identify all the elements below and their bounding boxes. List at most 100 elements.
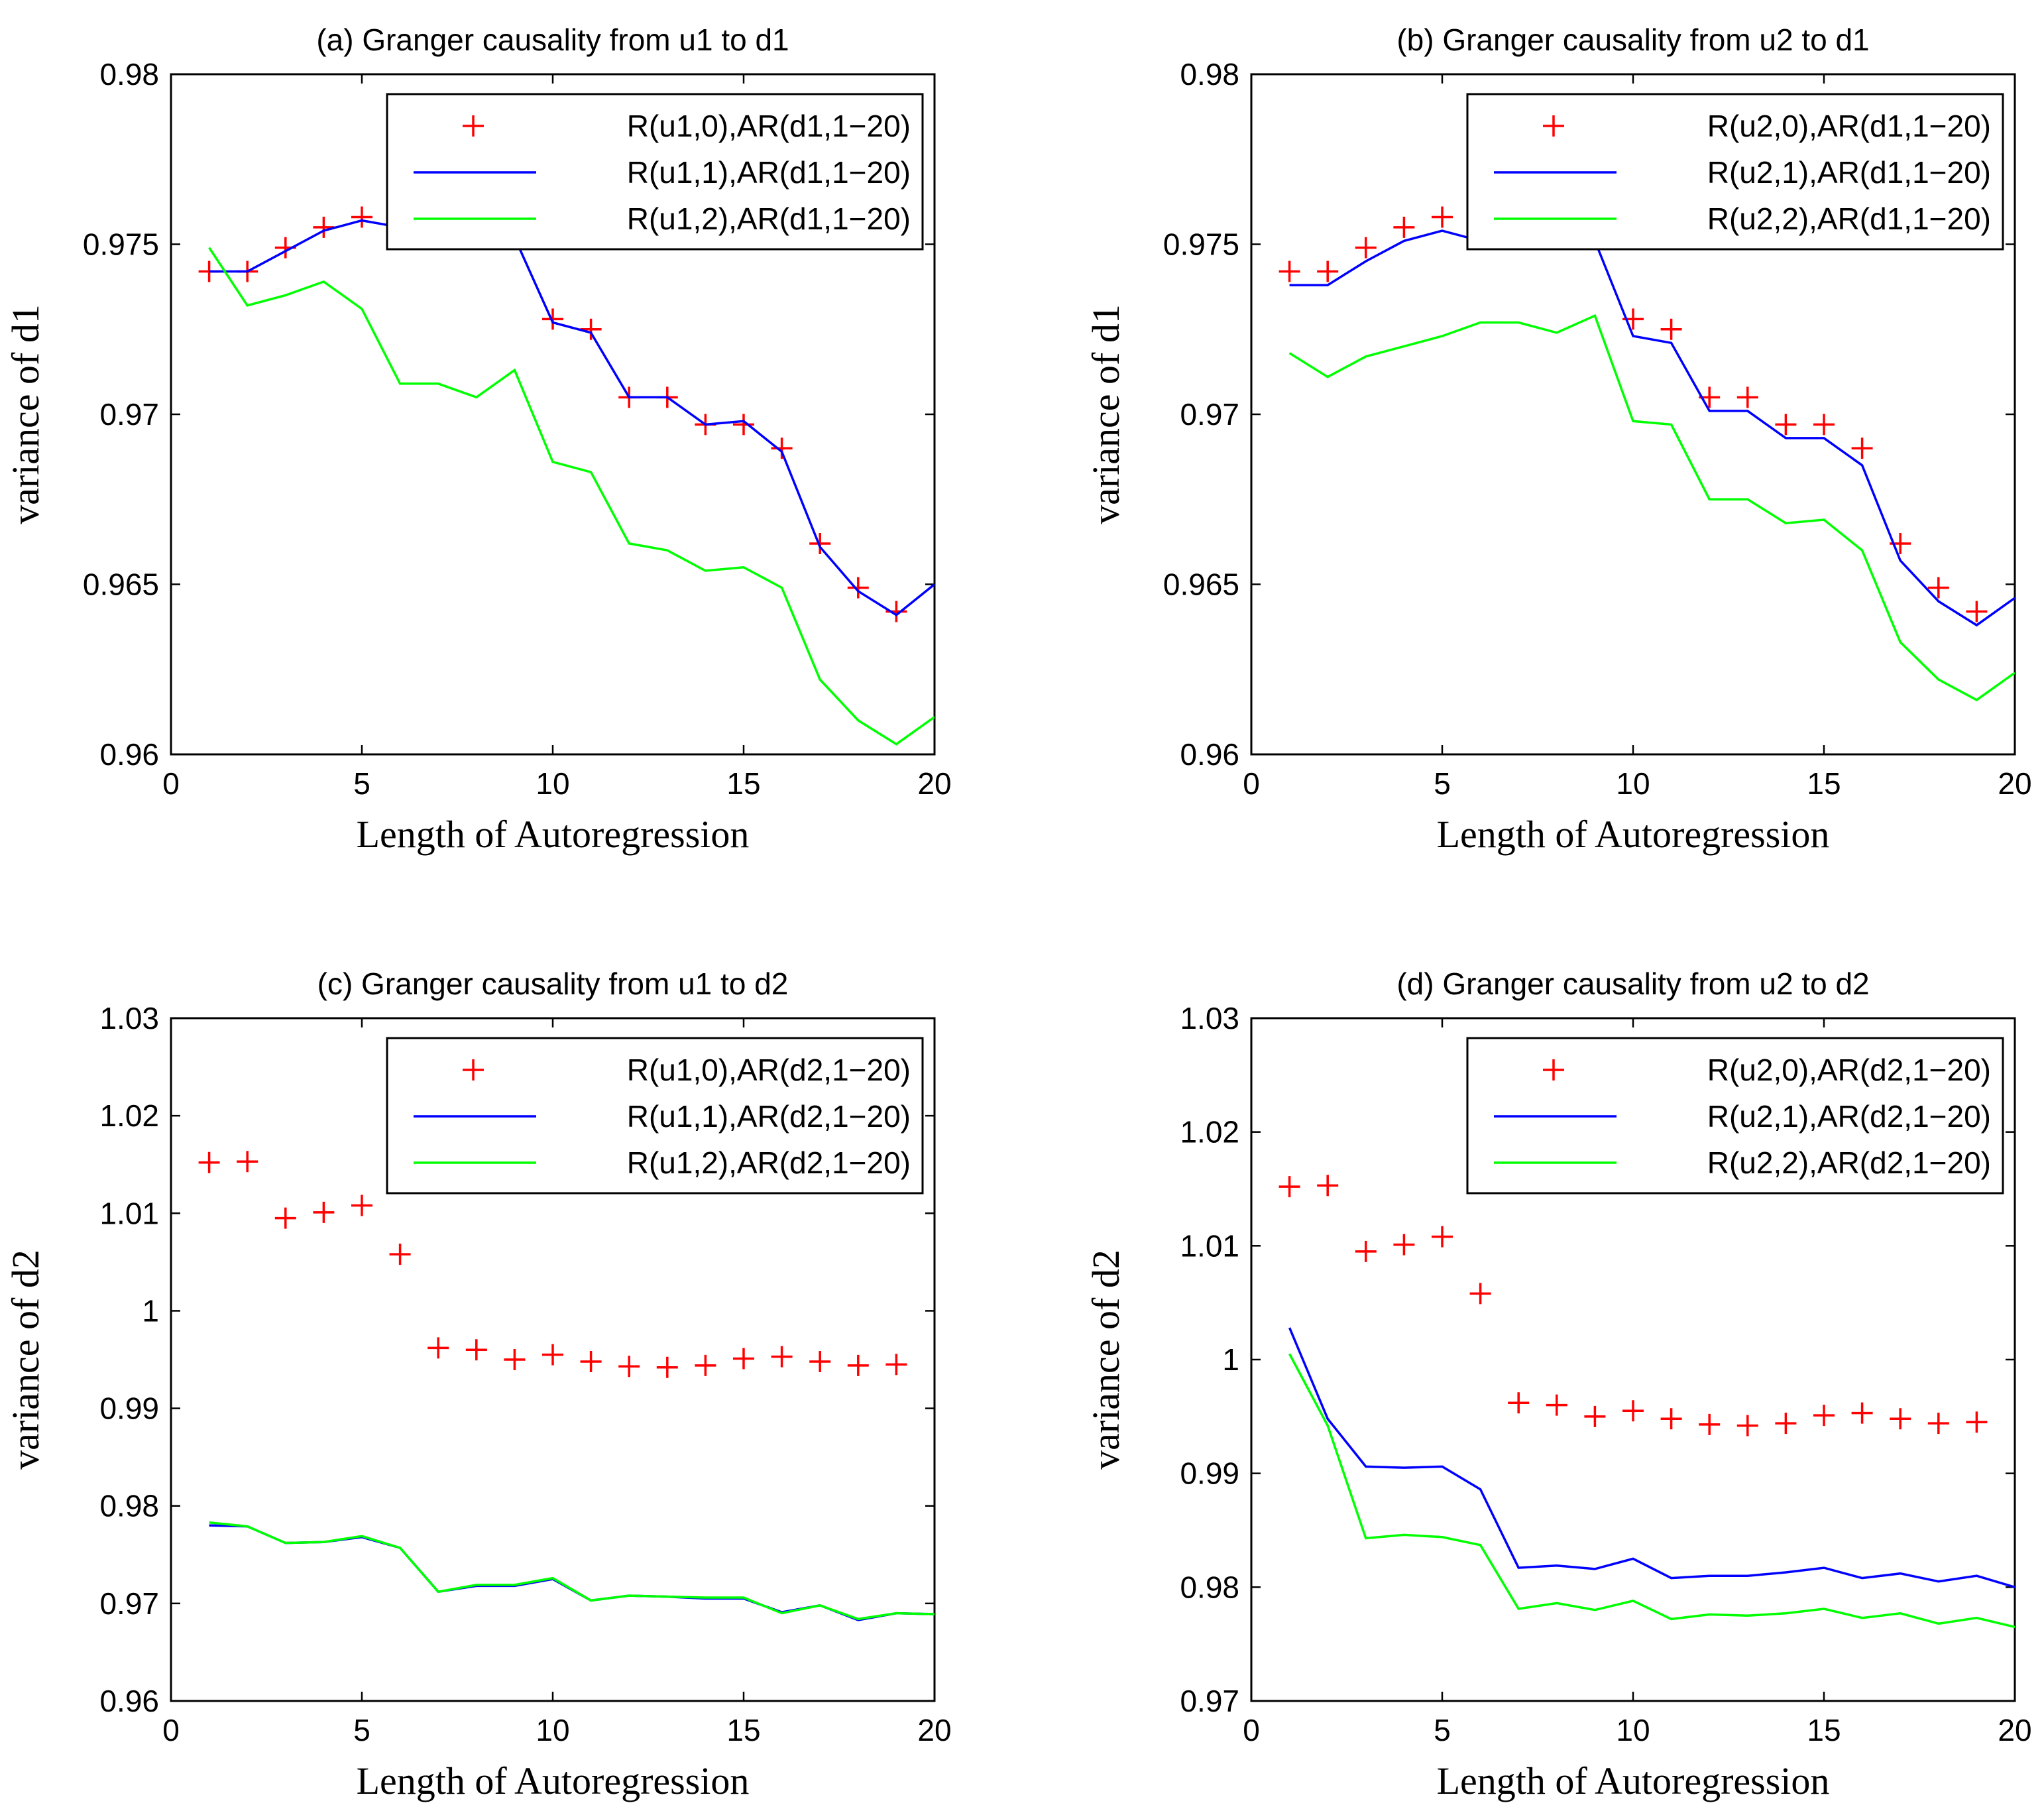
data-point-marker	[542, 308, 563, 330]
legend-entry-label: R(u2,2),AR(d2,1−20)	[1707, 1145, 1991, 1180]
y-axis-label: variance of d1	[4, 304, 47, 524]
series-line-blue	[1288, 1327, 2015, 1588]
chart-title: (c) Granger causality from u1 to d2	[317, 966, 789, 1001]
data-point-marker	[1775, 1413, 1797, 1434]
data-point-marker	[542, 1344, 563, 1366]
data-point-marker	[274, 1207, 296, 1229]
data-point-marker	[847, 577, 869, 599]
series-line-blue	[209, 219, 935, 616]
x-tick-label: 20	[917, 1713, 951, 1747]
data-point-marker	[1851, 1402, 1873, 1424]
x-tick-label: 20	[917, 766, 951, 801]
y-tick-label: 0.97	[99, 397, 159, 432]
data-point-marker	[809, 532, 831, 554]
x-axis-label: Length of Autoregression	[357, 1759, 750, 1802]
y-axis-label: variance of d2	[4, 1250, 47, 1470]
data-point-marker	[1660, 318, 1682, 340]
y-tick-label: 0.97	[1180, 397, 1239, 432]
data-point-marker	[1927, 1413, 1949, 1434]
y-tick-label: 0.98	[99, 1489, 159, 1523]
plot-area	[1278, 1175, 2015, 1629]
y-tick-label: 1.02	[99, 1098, 159, 1133]
legend-entry-label: R(u1,0),AR(d1,1−20)	[627, 109, 911, 143]
legend-entry-label: R(u2,1),AR(d2,1−20)	[1707, 1099, 1991, 1134]
data-point-marker	[351, 1195, 372, 1216]
x-tick-label: 15	[726, 766, 760, 801]
data-point-marker	[656, 1356, 678, 1378]
legend: R(u1,0),AR(d2,1−20) R(u1,1),AR(d2,1−20) R(…	[386, 1037, 924, 1195]
y-tick-label: 0.97	[1180, 1684, 1239, 1718]
data-point-marker	[389, 1244, 411, 1265]
y-tick-label: 0.99	[99, 1391, 159, 1426]
data-point-marker	[1546, 1394, 1567, 1416]
x-tick-label: 10	[1616, 1713, 1650, 1747]
x-tick-label: 5	[1434, 1713, 1451, 1747]
data-point-marker	[1660, 1408, 1682, 1430]
x-tick-label: 20	[1998, 1713, 2031, 1747]
x-tick-label: 10	[1616, 766, 1650, 801]
data-point-marker	[618, 1356, 640, 1377]
chart-panel-a: 0 5 10 15 20 0.96 0.965 0.97 0.975 0.98 (a) Grange…	[4, 23, 952, 856]
data-point-marker	[1432, 206, 1453, 228]
y-tick-label: 1.03	[1180, 1001, 1239, 1035]
y-tick-label: 0.965	[83, 567, 159, 602]
data-point-marker	[1355, 237, 1377, 259]
data-point-marker	[885, 1354, 907, 1375]
legend-entry-label: R(u2,2),AR(d1,1−20)	[1707, 202, 1991, 236]
data-point-marker	[427, 1337, 449, 1359]
y-tick-label: 1.01	[1180, 1228, 1239, 1263]
x-tick-label: 0	[1243, 1713, 1260, 1747]
series-line-green	[209, 1521, 935, 1621]
data-point-marker	[733, 1348, 754, 1370]
y-tick-label: 1	[1222, 1342, 1239, 1377]
series-line-blue	[1289, 229, 2015, 627]
data-point-marker	[1736, 1415, 1758, 1436]
y-tick-label: 0.98	[99, 57, 159, 91]
legend: R(u2,0),AR(d1,1−20) R(u2,1),AR(d1,1−20) R(…	[1466, 93, 2004, 251]
data-point-marker	[1966, 601, 1988, 622]
series-line-green	[208, 247, 935, 746]
x-tick-label: 10	[536, 1713, 569, 1747]
legend-entry-label: R(u1,2),AR(d1,1−20)	[627, 202, 911, 236]
data-point-marker	[1469, 1283, 1491, 1305]
x-tick-label: 0	[1243, 766, 1260, 801]
legend: R(u1,0),AR(d1,1−20) R(u1,1),AR(d1,1−20) R(…	[386, 93, 924, 251]
legend: R(u2,0),AR(d2,1−20) R(u2,1),AR(d2,1−20) R(…	[1466, 1037, 2004, 1195]
data-point-marker	[1699, 1413, 1721, 1435]
legend-entry-label: R(u1,1),AR(d1,1−20)	[627, 155, 911, 190]
legend-entry-label: R(u1,2),AR(d2,1−20)	[627, 1145, 911, 1180]
data-point-marker	[1317, 1175, 1339, 1197]
y-tick-label: 0.965	[1163, 567, 1239, 602]
data-point-marker	[1813, 414, 1835, 436]
data-point-marker	[1584, 1405, 1606, 1427]
x-tick-label: 0	[162, 766, 180, 801]
data-point-marker	[1355, 1240, 1377, 1262]
data-point-marker	[847, 1354, 869, 1376]
data-point-marker	[1278, 1176, 1300, 1198]
data-point-marker	[504, 1349, 526, 1370]
data-point-marker	[733, 414, 754, 436]
chart-panel-d: 0 5 10 15 20 0.97 0.98 0.99 1 1.01 1.02 1.03 (d) Gra…	[1084, 966, 2032, 1802]
data-point-marker	[465, 1339, 487, 1361]
x-axis-label: Length of Autoregression	[1437, 813, 1830, 856]
y-tick-label: 0.96	[1180, 737, 1239, 772]
series-line-green	[1288, 314, 2015, 701]
data-point-marker	[809, 1350, 831, 1372]
y-tick-label: 1.03	[99, 1001, 159, 1035]
data-point-marker	[1317, 261, 1339, 282]
y-axis-label: variance of d2	[1084, 1250, 1127, 1470]
data-point-marker	[1508, 1392, 1530, 1414]
y-tick-label: 0.99	[1180, 1456, 1239, 1491]
legend-marker-swatch	[1543, 1059, 1564, 1081]
legend-marker-swatch	[1543, 115, 1564, 137]
data-point-marker	[1775, 414, 1797, 436]
data-point-marker	[771, 1346, 793, 1368]
chart-title: (d) Granger causality from u2 to d2	[1396, 966, 1869, 1001]
x-tick-label: 10	[536, 766, 569, 801]
chart-panel-c: 0 5 10 15 20 0.96 0.97 0.98 0.99 1 1.01 1.02 1.03 (c)…	[4, 966, 952, 1802]
legend-entry-label: R(u1,1),AR(d2,1−20)	[627, 1099, 911, 1134]
data-point-marker	[198, 1151, 220, 1173]
data-point-marker	[1813, 1405, 1835, 1427]
data-point-marker	[313, 1201, 335, 1223]
